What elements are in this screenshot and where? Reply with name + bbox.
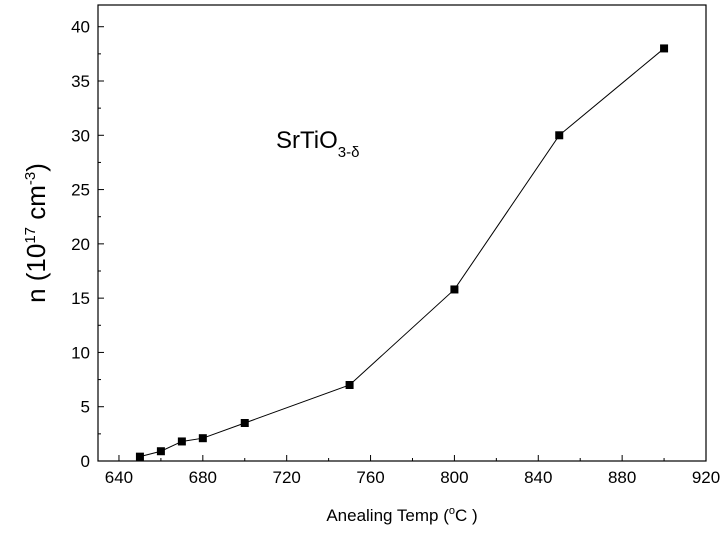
x-tick-label: 880 (608, 468, 636, 487)
data-point (240, 419, 249, 427)
annotation-label: SrTiO3-δ (276, 127, 359, 161)
series-line (135, 44, 669, 461)
data-point (660, 44, 669, 53)
data-point (345, 381, 354, 389)
data-line (139, 48, 665, 458)
x-tick-label: 680 (189, 468, 217, 487)
y-axis-title: n (1017 cm-3) (21, 163, 51, 303)
axis-ticks: 640 680 720 760 800 840 880 920 0 5 10 15 20 25 30 35 40 (71, 18, 720, 487)
x-tick-label: 640 (105, 468, 133, 487)
x-tick-label: 760 (356, 468, 384, 487)
data-point (156, 447, 165, 456)
x-tick-label: 840 (524, 468, 552, 487)
x-tick-label: 800 (440, 468, 468, 487)
data-point (135, 452, 144, 461)
y-tick-label: 15 (71, 289, 90, 308)
data-point (177, 437, 186, 446)
y-tick-label: 0 (81, 452, 90, 471)
y-tick-label: 10 (71, 343, 90, 362)
y-tick-label: 35 (71, 72, 90, 91)
y-tick-label: 30 (71, 126, 90, 145)
data-point (450, 285, 459, 294)
y-tick-label: 20 (71, 235, 90, 254)
y-tick-label: 25 (71, 181, 90, 200)
x-tick-label: 720 (273, 468, 301, 487)
plot-frame (97, 4, 707, 462)
data-point (555, 131, 564, 140)
y-tick-label: 40 (71, 18, 90, 37)
data-point (198, 434, 207, 443)
y-tick-label: 5 (81, 398, 90, 417)
x-tick-label: 920 (692, 468, 720, 487)
x-axis-title: Anealing Temp (oC ) (326, 505, 477, 525)
